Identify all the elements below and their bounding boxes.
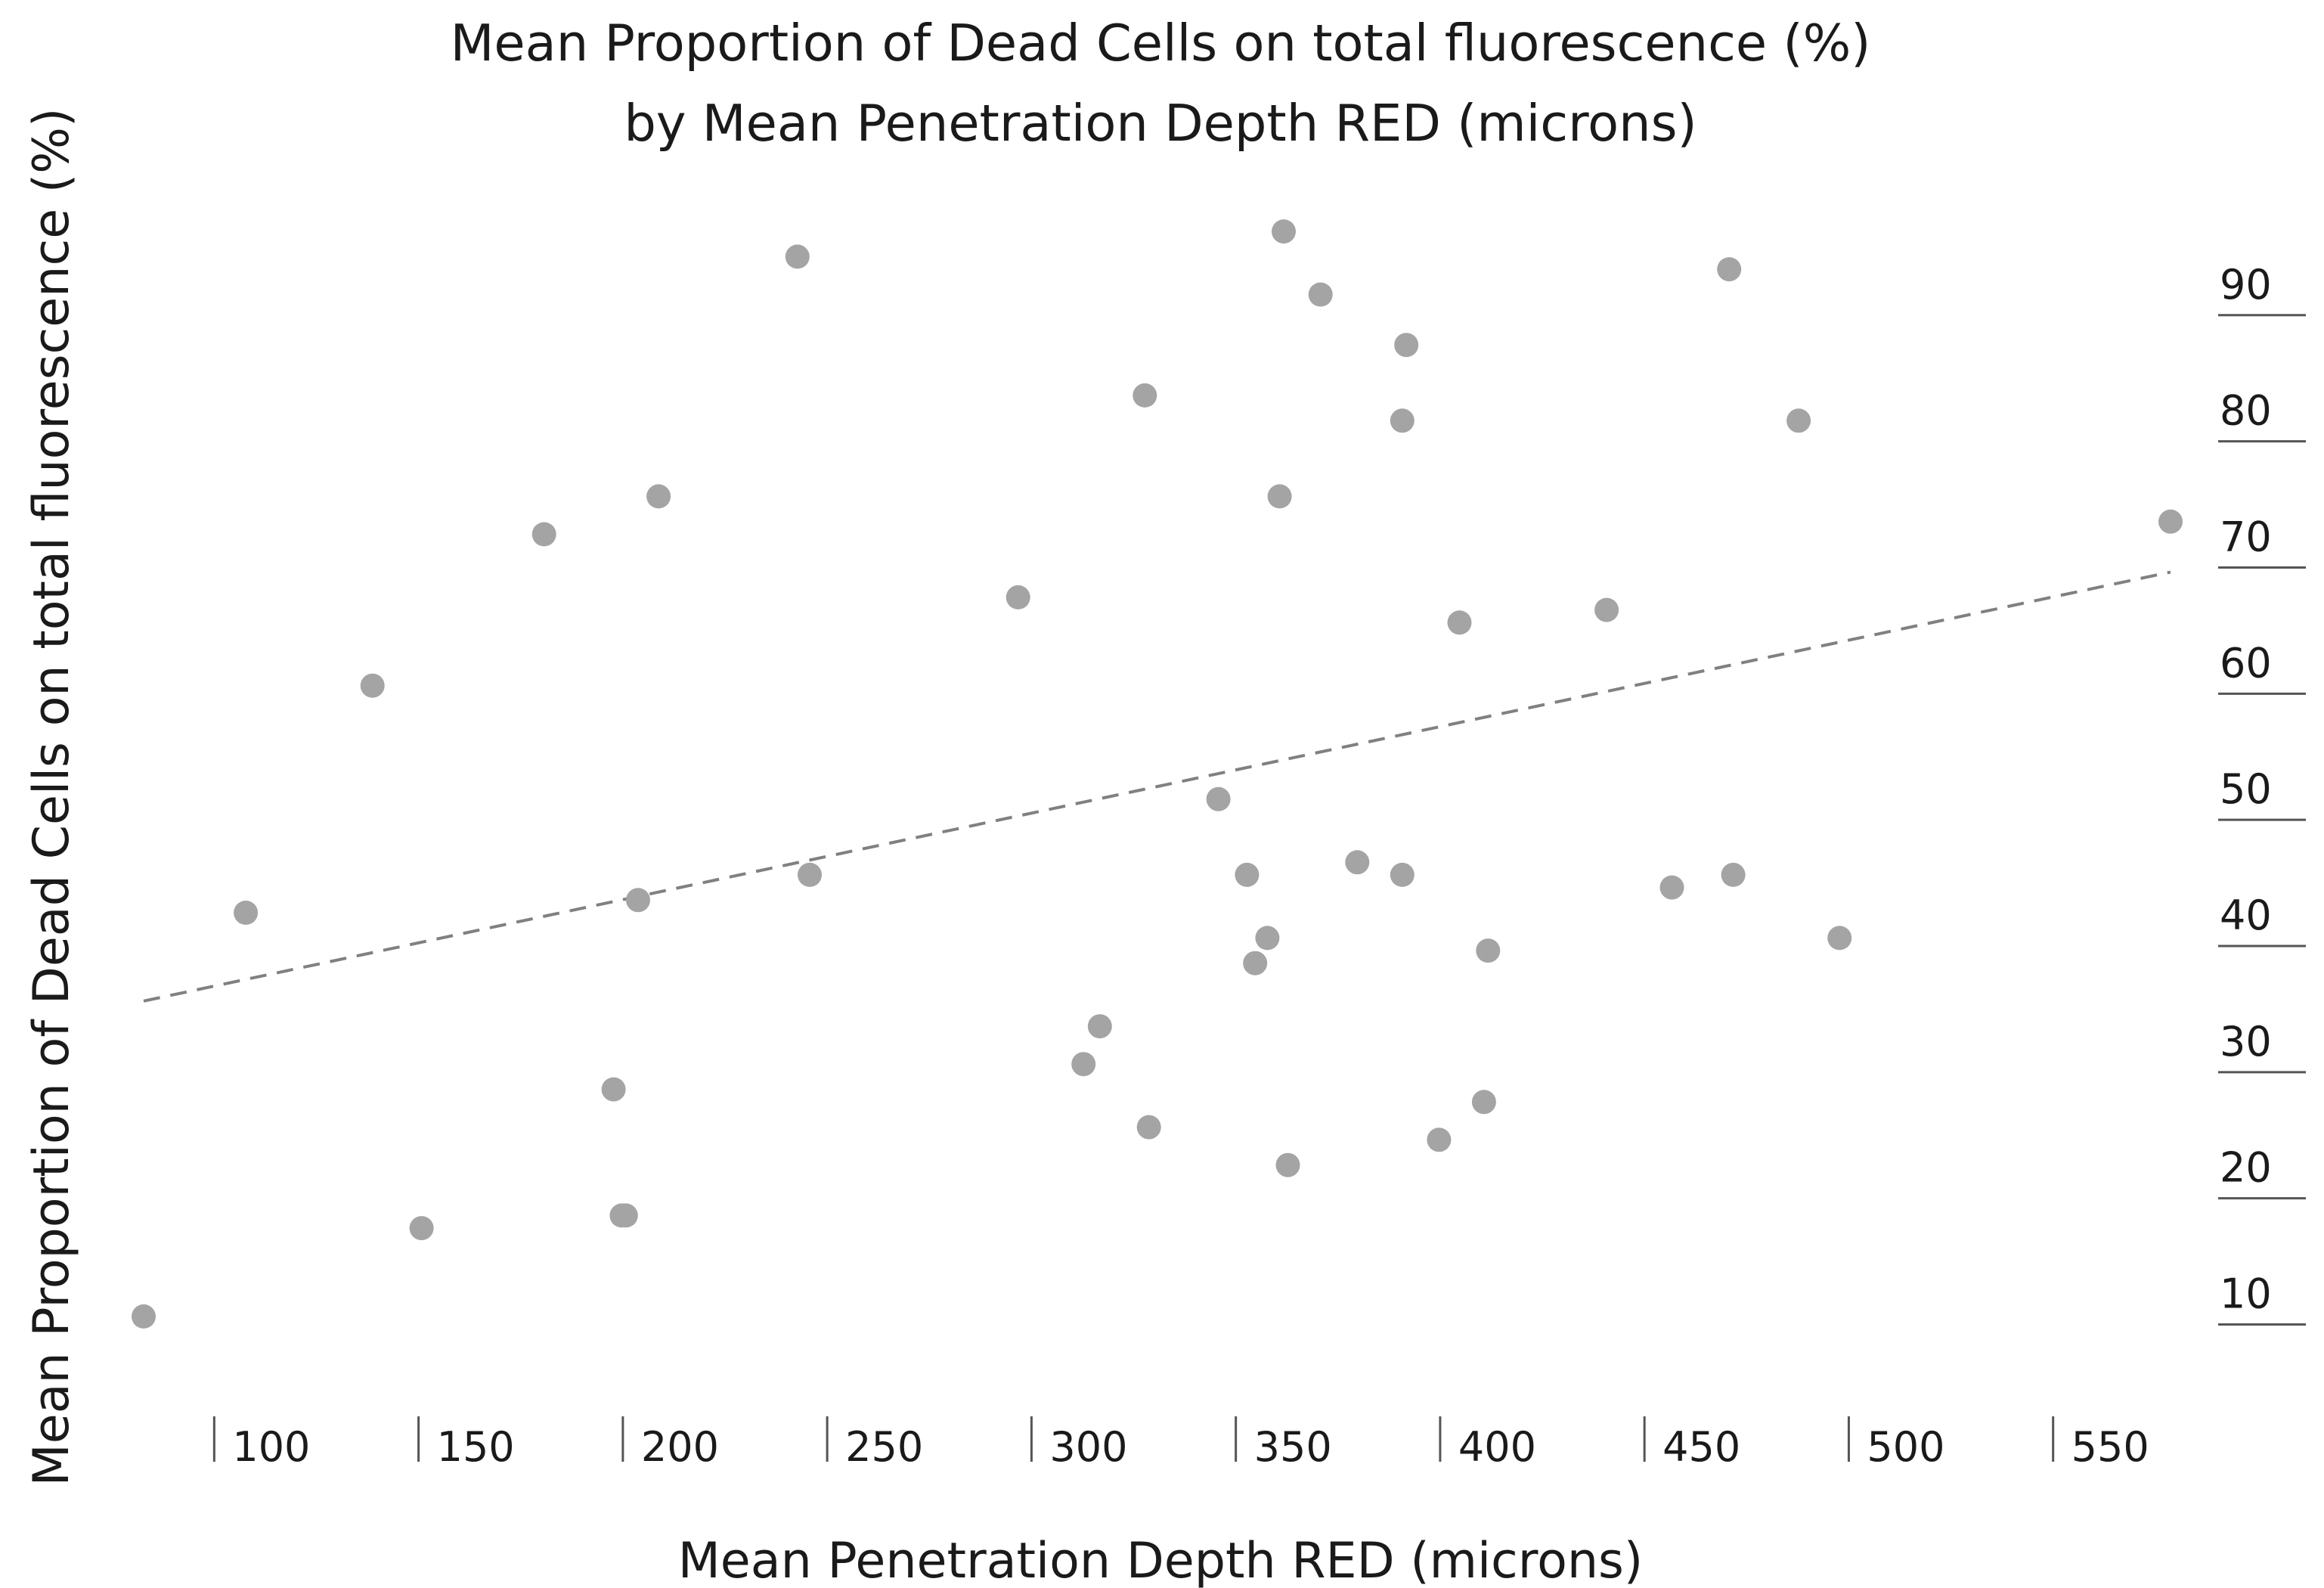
x-tick-label: 150	[437, 1423, 515, 1471]
data-point	[409, 1216, 434, 1241]
data-point	[132, 1304, 156, 1329]
data-point	[1447, 610, 1472, 635]
data-point	[2158, 509, 2183, 534]
data-point	[1267, 484, 1292, 509]
y-tick-label: 80	[2220, 387, 2272, 435]
y-tick-label: 40	[2220, 892, 2272, 939]
chart-title-line-2: by Mean Penetration Depth RED (microns)	[624, 94, 1697, 153]
data-point	[1133, 383, 1157, 408]
chart-title-line-1: Mean Proportion of Dead Cells on total f…	[451, 14, 1871, 73]
x-tick-label: 350	[1254, 1423, 1332, 1471]
data-point	[1721, 862, 1746, 887]
y-tick-label: 70	[2220, 513, 2272, 560]
y-axis-label: Mean Proportion of Dead Cells on total f…	[23, 108, 80, 1487]
data-point	[1206, 786, 1231, 811]
y-tick-label: 60	[2220, 639, 2272, 687]
data-points-layer	[132, 219, 2183, 1329]
trendline	[143, 570, 2171, 1003]
data-point	[798, 862, 822, 887]
y-tick-label: 90	[2220, 261, 2272, 309]
data-point	[613, 1203, 638, 1228]
data-point	[601, 1077, 626, 1102]
data-point	[1390, 408, 1415, 433]
data-point	[1786, 408, 1811, 433]
data-point	[626, 888, 650, 913]
x-tick-label: 400	[1458, 1423, 1536, 1471]
data-point	[1272, 219, 1296, 244]
x-tick-label: 500	[1867, 1423, 1944, 1471]
x-axis-label: Mean Penetration Depth RED (microns)	[678, 1533, 1644, 1588]
data-point	[1345, 850, 1370, 875]
x-axis-ticks: 100 150 200 250 300 350 400 450 500 550	[212, 1416, 2149, 1471]
data-point	[1087, 1014, 1112, 1039]
y-tick-label: 30	[2220, 1018, 2272, 1065]
trendline-layer	[143, 570, 2171, 1003]
data-point	[1394, 333, 1419, 358]
data-point	[1071, 1052, 1096, 1077]
x-tick-label: 100	[232, 1423, 310, 1471]
data-point	[1243, 951, 1268, 975]
data-point	[1471, 1090, 1496, 1115]
x-tick-label: 550	[2071, 1423, 2149, 1471]
data-point	[1717, 257, 1742, 282]
x-tick-label: 200	[641, 1423, 719, 1471]
data-point	[1275, 1152, 1300, 1177]
x-tick-label: 250	[845, 1423, 923, 1471]
data-point	[531, 522, 556, 547]
data-point	[785, 244, 810, 269]
y-tick-label: 20	[2220, 1144, 2272, 1192]
data-point	[1136, 1115, 1161, 1140]
x-tick-label: 300	[1049, 1423, 1127, 1471]
data-point	[1235, 862, 1260, 887]
data-point	[1308, 282, 1333, 307]
y-axis-ticks: 10 20 30 40 50 60 70 80 90	[2218, 261, 2306, 1326]
data-point	[1827, 926, 1852, 951]
x-tick-label: 450	[1662, 1423, 1740, 1471]
data-point	[1390, 862, 1415, 887]
data-point	[234, 901, 259, 925]
data-point	[1594, 597, 1619, 622]
y-tick-label: 10	[2220, 1270, 2272, 1318]
data-point	[1427, 1127, 1452, 1152]
data-point	[360, 673, 385, 698]
data-point	[646, 484, 671, 509]
data-point	[1255, 926, 1280, 951]
data-point	[1476, 938, 1501, 963]
y-tick-label: 50	[2220, 765, 2272, 813]
data-point	[1659, 875, 1684, 900]
data-point	[1006, 585, 1030, 609]
